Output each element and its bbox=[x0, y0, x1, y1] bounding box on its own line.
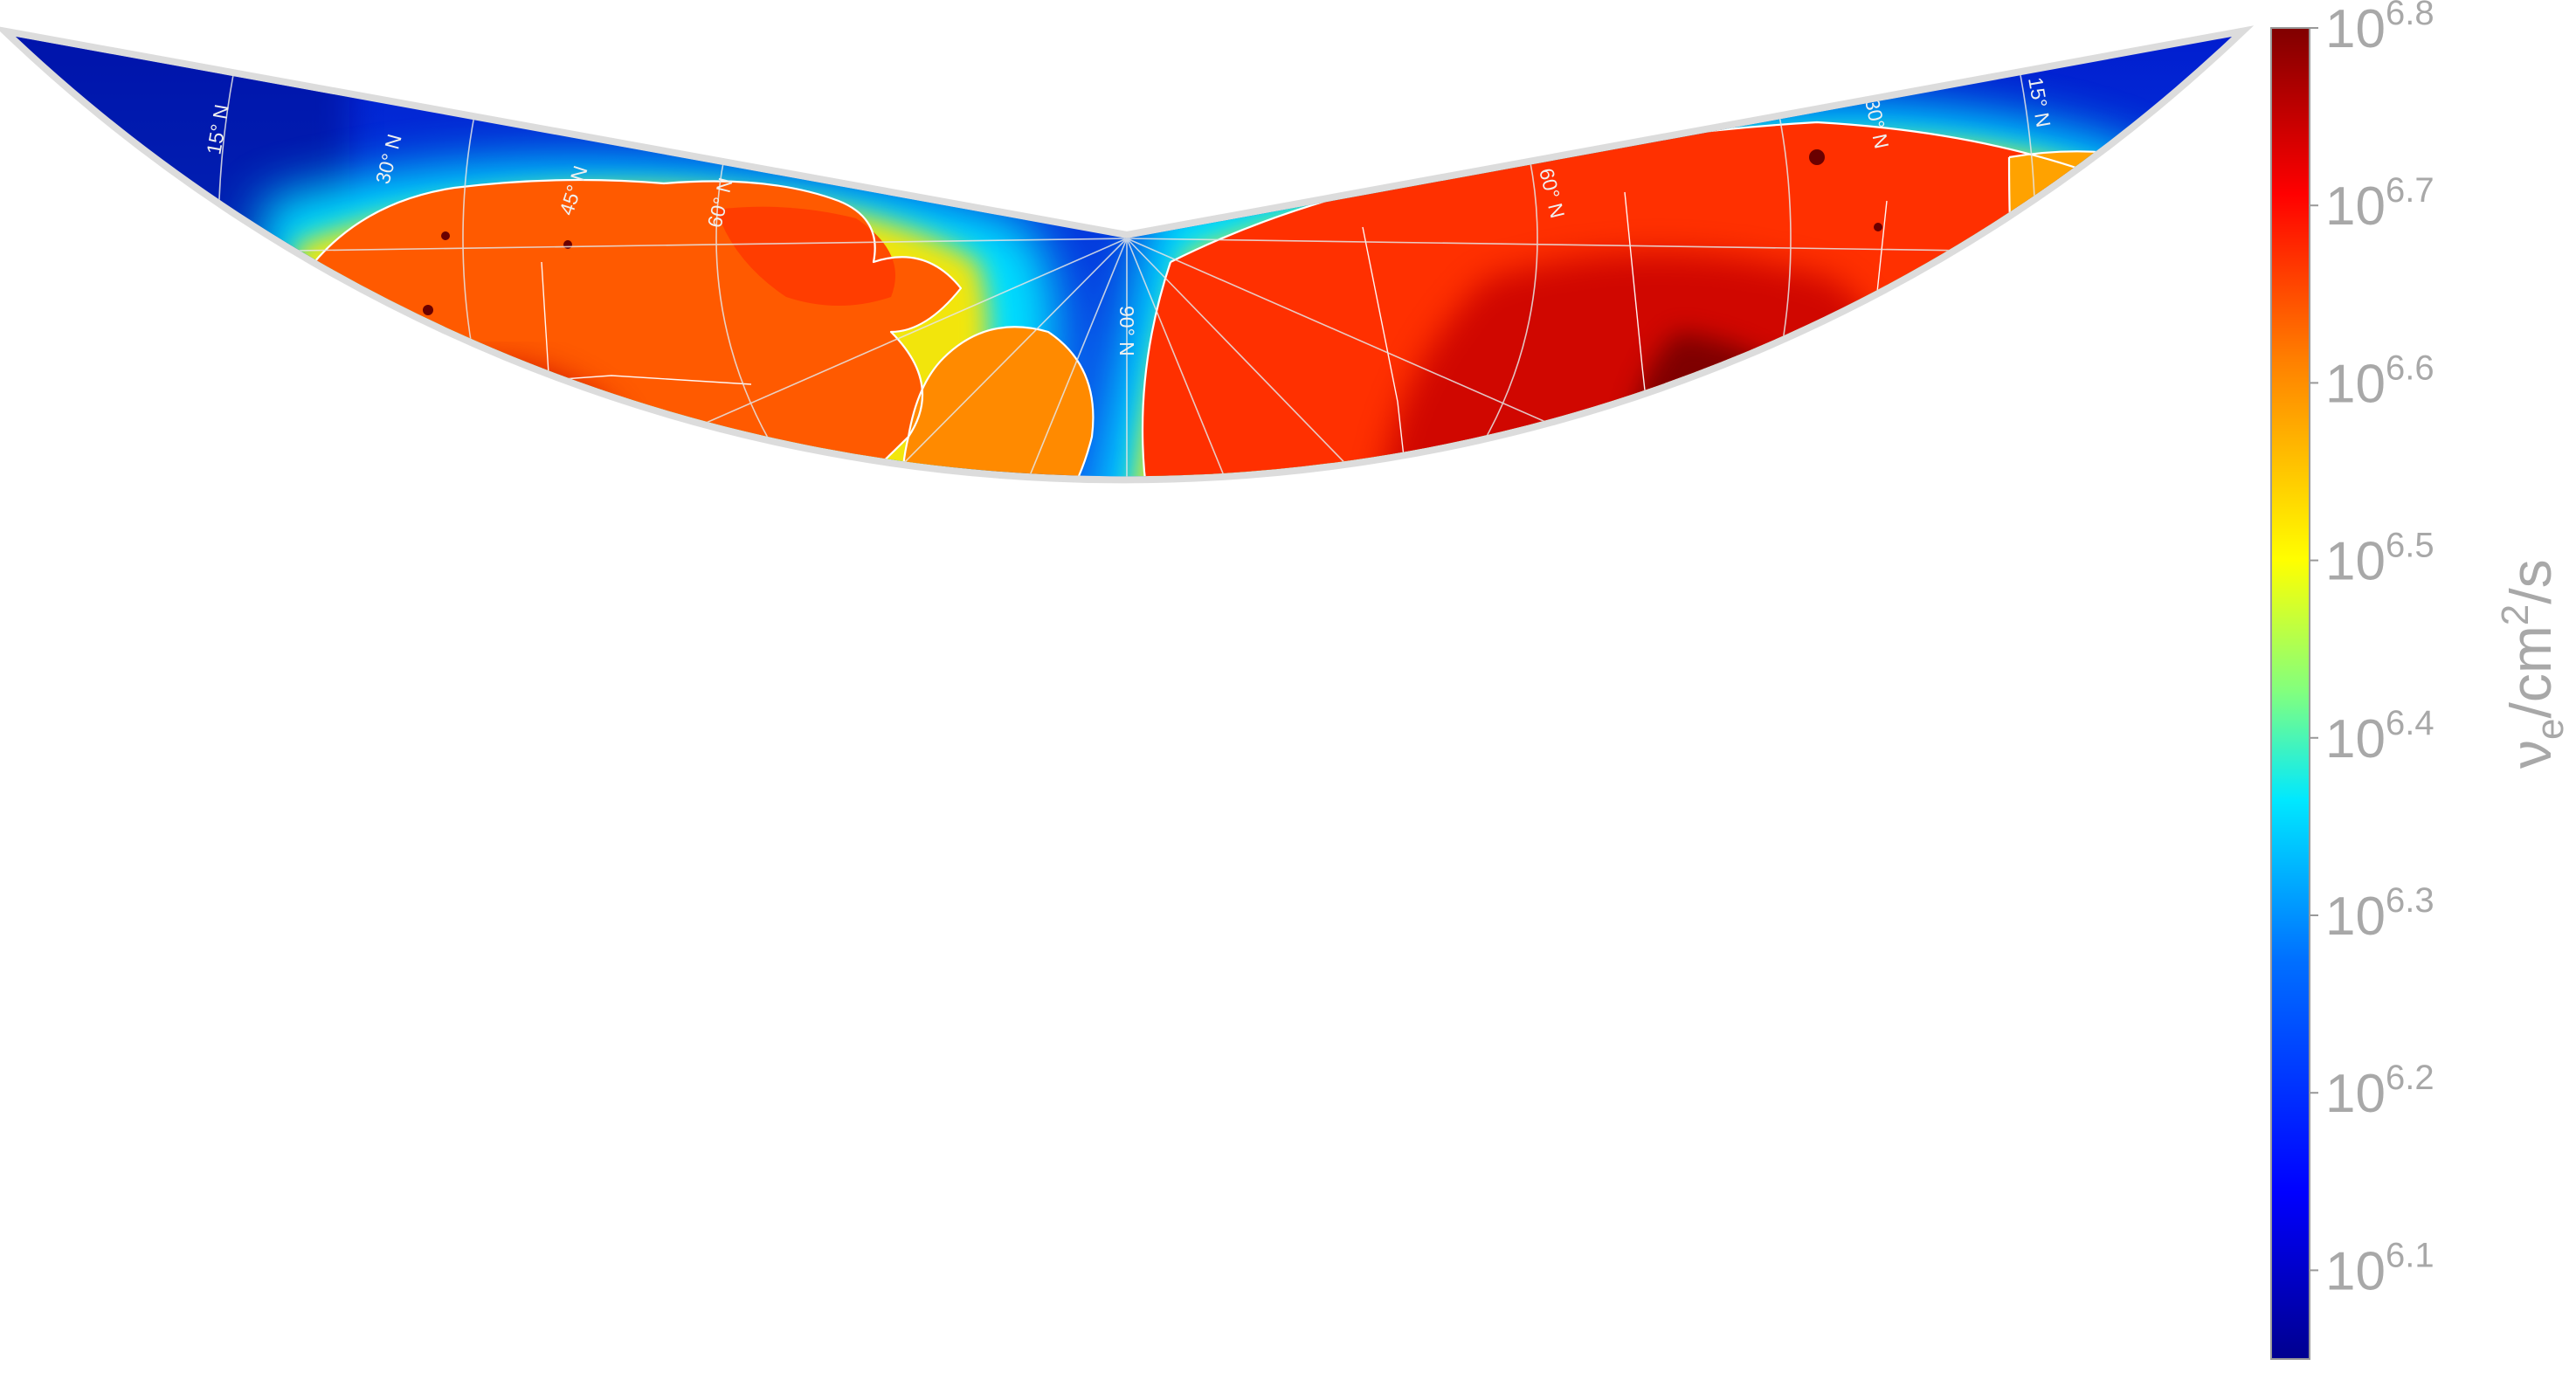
parallel-45n bbox=[462, 37, 1792, 477]
hotspot-dot bbox=[1096, 904, 1105, 913]
colorbar-label: νe/cm2/s bbox=[2494, 559, 2572, 769]
hotspot-dot bbox=[554, 484, 564, 494]
label-120w: 120° W bbox=[3, 200, 29, 267]
colorbar-label-main: ν bbox=[2498, 740, 2563, 769]
hotspot-dot bbox=[1366, 711, 1377, 721]
eurasia-land bbox=[1092, 122, 2219, 477]
east-asia bbox=[2009, 151, 2225, 477]
western-europe-hotspot bbox=[1118, 725, 1245, 857]
deep-ocean-east bbox=[2009, 306, 2232, 477]
colorbar-label-unit: /cm bbox=[2498, 625, 2563, 718]
label-60w: 60° W bbox=[332, 965, 387, 1020]
central-america bbox=[280, 594, 400, 804]
siberia-hotspot bbox=[1625, 332, 1834, 477]
hotspot-dot bbox=[1874, 223, 1882, 231]
hotspot-dot bbox=[1323, 624, 1333, 634]
label-60e: 60° E bbox=[1883, 1013, 1934, 1064]
colorbar-bar bbox=[2270, 27, 2310, 1360]
hotspot-dot bbox=[1130, 868, 1141, 879]
label-90w: 90° W bbox=[113, 597, 155, 657]
colorbar-tick-label: 106.8 bbox=[2325, 0, 2434, 59]
hotspot-dot bbox=[484, 475, 494, 477]
africa-core bbox=[1288, 1004, 1485, 1154]
colorbar-tick-label: 106.6 bbox=[2325, 348, 2434, 414]
hotspot-dot bbox=[1785, 676, 1796, 686]
hotspot-dot bbox=[518, 431, 530, 443]
parallel-60n bbox=[715, 37, 1538, 477]
meridian-60e bbox=[1126, 238, 1923, 477]
hotspot-dot bbox=[441, 231, 450, 240]
arabia bbox=[1590, 869, 1736, 1036]
colorbar-tick-label: 106.2 bbox=[2325, 1059, 2434, 1124]
hotspot-dot bbox=[423, 305, 433, 315]
deep-ocean-northwest bbox=[16, 37, 349, 477]
map-content: 120° W 90° W 60° W 30° W 0 30° E 60° E 9… bbox=[3, 37, 2232, 1373]
colorbar-ticks: 106.8 106.7 106.6 106.5 106.4 106.3 106.2 106.1 bbox=[2310, 0, 2434, 1301]
hotspot-dot bbox=[535, 535, 548, 548]
hotspot-dot bbox=[1957, 284, 1965, 293]
hotspot-dot bbox=[1900, 755, 1909, 764]
label-0: 0 bbox=[1120, 1344, 1131, 1367]
hotspot-dot bbox=[520, 607, 528, 616]
north-america-hotspot bbox=[472, 454, 594, 477]
label-30w: 30° W bbox=[708, 1242, 767, 1284]
hotspot-dot bbox=[1463, 555, 1472, 563]
colorbar-label-tail: /s bbox=[2498, 559, 2563, 604]
hotspot-dot bbox=[1809, 149, 1825, 165]
hotspot-dot bbox=[563, 240, 572, 249]
colorbar-tick-label: 106.4 bbox=[2325, 704, 2434, 769]
label-90n: 90° N bbox=[1115, 306, 1138, 356]
africa bbox=[936, 895, 1738, 1373]
label-90e: 90° E bbox=[2110, 666, 2149, 720]
eurasia bbox=[1092, 122, 2219, 865]
hotspot-dot bbox=[1813, 721, 1821, 729]
colorbar-tick-label: 106.3 bbox=[2325, 881, 2434, 947]
colorbar-label-sub: e bbox=[2529, 719, 2572, 740]
label-30e: 30° E bbox=[1525, 1269, 1579, 1308]
hotspot-dot bbox=[1402, 703, 1411, 712]
colorbar-tick-label: 106.1 bbox=[2325, 1236, 2434, 1301]
north-america bbox=[294, 180, 961, 477]
middle-east-land bbox=[1584, 677, 1748, 865]
meridian-60w bbox=[314, 238, 1128, 477]
colorbar-tick-label: 106.7 bbox=[2325, 171, 2434, 237]
colorbar-tick-label: 106.5 bbox=[2325, 527, 2434, 592]
colorbar-label-sup: 2 bbox=[2494, 604, 2537, 625]
colorbar: 106.8 106.7 106.6 106.5 106.4 106.3 106.2 106.1… bbox=[2270, 0, 2572, 1360]
greenland bbox=[902, 327, 1094, 477]
south-america bbox=[185, 825, 478, 1373]
arctic-archipelago bbox=[716, 206, 895, 306]
meridian-30e bbox=[1126, 238, 1573, 477]
meridian-30w bbox=[680, 238, 1128, 477]
